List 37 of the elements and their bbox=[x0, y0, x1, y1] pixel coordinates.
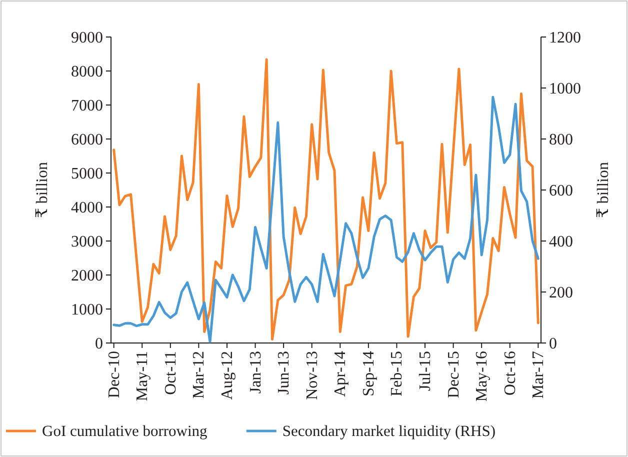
x-tick-label: Apr-14 bbox=[332, 351, 350, 397]
x-tick-label: May-11 bbox=[134, 351, 152, 402]
y-tick-label: 2000 bbox=[71, 268, 103, 285]
x-tick-label: Aug-12 bbox=[218, 351, 236, 400]
y2-tick-label: 0 bbox=[549, 336, 557, 353]
y2-tick-label: 1000 bbox=[549, 80, 581, 98]
y-tick-label: 0 bbox=[95, 336, 103, 353]
y-axis-title: ₹ billion bbox=[34, 162, 51, 218]
x-tick-label: Dec-10 bbox=[106, 351, 123, 398]
legend-label: Secondary market liquidity (RHS) bbox=[282, 423, 496, 440]
x-tick-label: Feb-15 bbox=[388, 351, 406, 396]
y-tick-label: 5000 bbox=[71, 166, 103, 183]
y-tick-label: 1000 bbox=[71, 302, 103, 319]
x-tick-label: Mar-12 bbox=[190, 351, 208, 399]
x-tick-label: Jun-13 bbox=[276, 351, 293, 395]
y2-tick-label: 200 bbox=[549, 284, 573, 302]
y-tick-label: 6000 bbox=[71, 132, 103, 149]
y2-axis-title: ₹ billion bbox=[595, 162, 612, 218]
x-tick-label: Jul-15 bbox=[417, 351, 434, 391]
y-tick-label: 7000 bbox=[71, 98, 103, 115]
x-tick-label: Oct-11 bbox=[162, 351, 180, 395]
x-tick-label: Oct-16 bbox=[502, 351, 519, 396]
x-tick-label: Dec-15 bbox=[445, 351, 462, 398]
x-tick-label: May-16 bbox=[474, 351, 491, 402]
x-tick-label: Jan-13 bbox=[247, 351, 264, 394]
y2-tick-label: 400 bbox=[549, 234, 573, 251]
legend-label: GoI cumulative borrowing bbox=[42, 423, 208, 440]
y-tick-label: 9000 bbox=[71, 30, 103, 47]
y-tick-label: 4000 bbox=[71, 200, 103, 217]
y2-tick-label: 800 bbox=[549, 132, 573, 149]
y-tick-label: 8000 bbox=[71, 64, 103, 81]
y-tick-label: 3000 bbox=[71, 234, 103, 251]
x-tick-label: Sep-14 bbox=[360, 351, 378, 396]
y2-tick-label: 1200 bbox=[549, 30, 581, 47]
x-tick-label: Nov-13 bbox=[304, 351, 321, 400]
x-tick-label: Mar-17 bbox=[530, 351, 548, 399]
y2-tick-label: 600 bbox=[549, 182, 573, 200]
